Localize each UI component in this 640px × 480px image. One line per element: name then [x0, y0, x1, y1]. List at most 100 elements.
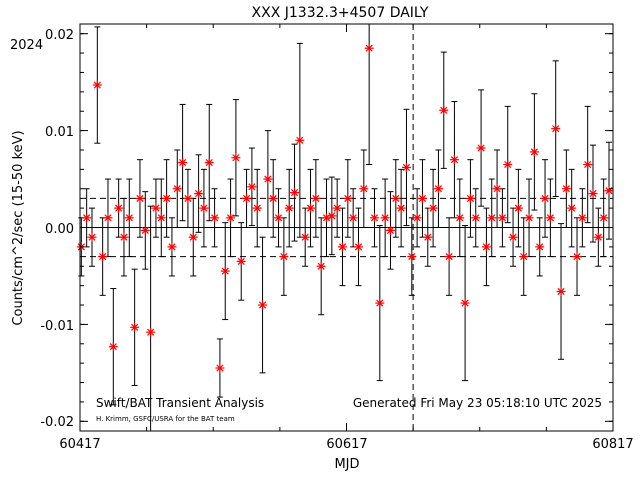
x-tick-label-1: 60617 — [326, 437, 367, 452]
data-point-marker — [188, 232, 198, 242]
plot-frame — [79, 23, 614, 432]
data-point-marker — [343, 193, 353, 203]
data-point-marker — [380, 213, 390, 223]
data-point-marker — [338, 242, 348, 252]
data-point-marker — [535, 242, 545, 252]
data-point-marker — [529, 147, 539, 157]
data-point-marker — [412, 213, 422, 223]
data-point-marker — [561, 184, 571, 194]
y-tick-label-4: 0.02 — [45, 28, 74, 43]
data-point-marker — [215, 363, 225, 373]
data-point-marker — [268, 193, 278, 203]
data-point-marker — [87, 232, 97, 242]
data-point-marker — [348, 213, 358, 223]
data-point-marker — [332, 203, 342, 213]
y-axis-label: Counts/cm^2/sec (15-50 keV) — [11, 130, 26, 325]
data-point-marker — [242, 193, 252, 203]
data-point-marker — [279, 252, 289, 262]
data-point-marker — [481, 242, 491, 252]
data-point-marker — [167, 242, 177, 252]
data-point-marker — [156, 213, 166, 223]
data-point-marker — [385, 225, 395, 235]
data-point-marker — [140, 225, 150, 235]
data-point-marker — [252, 203, 262, 213]
data-point-marker — [172, 184, 182, 194]
data-point-marker — [98, 252, 108, 262]
data-point-marker — [375, 298, 385, 308]
data-point-marker — [428, 203, 438, 213]
data-point-marker — [311, 193, 321, 203]
data-point-marker — [503, 160, 513, 170]
data-point-marker — [231, 153, 241, 163]
data-point-marker — [226, 213, 236, 223]
data-point-marker — [119, 232, 129, 242]
data-point-marker — [513, 203, 523, 213]
data-point-marker — [322, 213, 332, 223]
data-point-marker — [162, 193, 172, 203]
data-point-marker — [316, 261, 326, 271]
data-point-marker — [465, 193, 475, 203]
data-point-marker — [359, 184, 369, 194]
footer-left-credit: H. Krimm, GSFC/USRA for the BAT team — [96, 415, 235, 423]
data-point-marker — [567, 203, 577, 213]
data-point-marker — [551, 124, 561, 134]
data-point-marker — [497, 213, 507, 223]
data-point-marker — [130, 322, 140, 332]
data-point-marker — [545, 213, 555, 223]
data-point-marker — [572, 252, 582, 262]
data-point-marker — [492, 184, 502, 194]
data-point-marker — [444, 252, 454, 262]
data-point-marker — [92, 80, 102, 90]
data-point-marker — [194, 189, 204, 199]
data-point-marker — [263, 174, 273, 184]
year-label: 2024 — [10, 38, 43, 53]
footer-generated: Generated Fri May 23 05:18:10 UTC 2025 — [353, 396, 602, 410]
y-tick-label-3: 0.01 — [45, 125, 74, 140]
y-tick-label-0: -0.02 — [40, 415, 74, 430]
data-point-marker — [247, 182, 257, 192]
chart-title: XXX J1332.3+4507 DAILY — [252, 5, 429, 21]
data-point-marker — [519, 252, 529, 262]
data-point-marker — [353, 242, 363, 252]
data-point-marker — [210, 213, 220, 223]
footer-left-title: Swift/BAT Transient Analysis — [96, 396, 264, 410]
data-point-marker — [524, 213, 534, 223]
data-point-marker — [108, 342, 118, 352]
data-point-marker — [391, 193, 401, 203]
data-point-marker — [423, 232, 433, 242]
data-point-marker — [577, 213, 587, 223]
y-tick-labels: -0.02 -0.01 0.00 0.01 0.02 — [40, 28, 74, 430]
data-point-marker — [471, 213, 481, 223]
data-point-marker — [236, 256, 246, 266]
data-point-marker — [460, 298, 470, 308]
x-tick-label-0: 60417 — [59, 437, 100, 452]
data-point-marker — [540, 193, 550, 203]
data-point-marker — [604, 186, 614, 196]
data-point-marker — [284, 203, 294, 213]
data-point-marker — [183, 193, 193, 203]
data-point-marker — [258, 300, 268, 310]
data-point-marker — [455, 213, 465, 223]
data-point-marker — [593, 232, 603, 242]
data-point-marker — [449, 155, 459, 165]
data-point-marker — [556, 286, 566, 296]
data-point-marker — [82, 213, 92, 223]
data-point-marker — [274, 213, 284, 223]
data-point-marker — [327, 211, 337, 221]
data-point-marker — [290, 188, 300, 198]
data-point-marker — [487, 213, 497, 223]
data-point-marker — [295, 135, 305, 145]
data-point-marker — [199, 203, 209, 213]
x-tick-label-2: 60817 — [592, 437, 633, 452]
data-point-marker — [396, 203, 406, 213]
data-point-marker — [124, 213, 134, 223]
y-tick-label-2: 0.00 — [45, 222, 74, 237]
data-point-marker — [439, 105, 449, 115]
data-point-marker — [146, 327, 156, 337]
data-point-marker — [599, 213, 609, 223]
data-point-marker — [364, 43, 374, 53]
data-point-marker — [369, 213, 379, 223]
data-point-marker — [178, 158, 188, 168]
